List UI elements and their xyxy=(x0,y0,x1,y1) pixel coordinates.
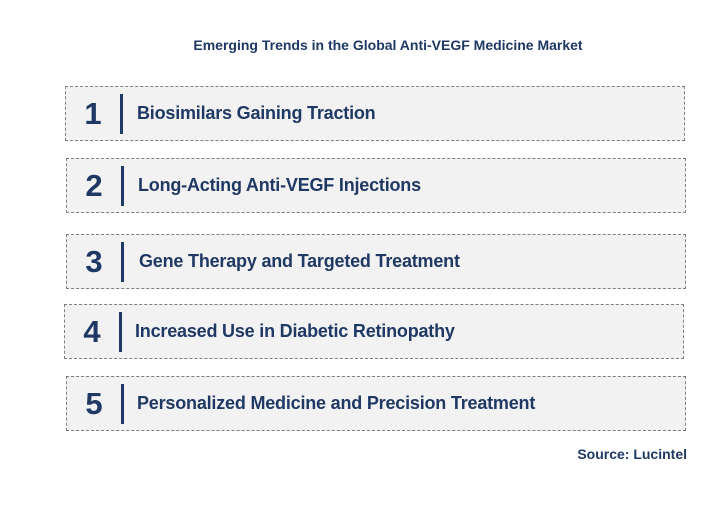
trend-number: 2 xyxy=(85,167,103,203)
source-note: Source: Lucintel xyxy=(577,446,687,462)
trend-label: Long-Acting Anti-VEGF Injections xyxy=(138,175,421,195)
trend-divider xyxy=(120,94,123,134)
trend-divider xyxy=(121,242,124,282)
trend-label: Personalized Medicine and Precision Trea… xyxy=(137,393,536,413)
trend-label: Increased Use in Diabetic Retinopathy xyxy=(135,321,455,341)
trend-item-4: 4 Increased Use in Diabetic Retinopathy xyxy=(64,304,684,359)
trend-item-1: 1 Biosimilars Gaining Traction xyxy=(65,86,685,141)
trend-divider xyxy=(121,166,124,206)
trend-divider xyxy=(121,384,124,424)
trend-number: 5 xyxy=(85,385,103,421)
trend-label: Biosimilars Gaining Traction xyxy=(137,103,376,123)
trend-label: Gene Therapy and Targeted Treatment xyxy=(139,251,460,271)
trend-number: 1 xyxy=(84,95,102,131)
trend-item-3: 3 Gene Therapy and Targeted Treatment xyxy=(66,234,686,289)
trend-divider xyxy=(119,312,122,352)
trend-item-5: 5 Personalized Medicine and Precision Tr… xyxy=(66,376,686,431)
trend-number: 3 xyxy=(85,243,103,279)
trend-item-2: 2 Long-Acting Anti-VEGF Injections xyxy=(66,158,686,213)
diagram-title: Emerging Trends in the Global Anti-VEGF … xyxy=(193,37,583,53)
trend-number: 4 xyxy=(83,313,101,349)
